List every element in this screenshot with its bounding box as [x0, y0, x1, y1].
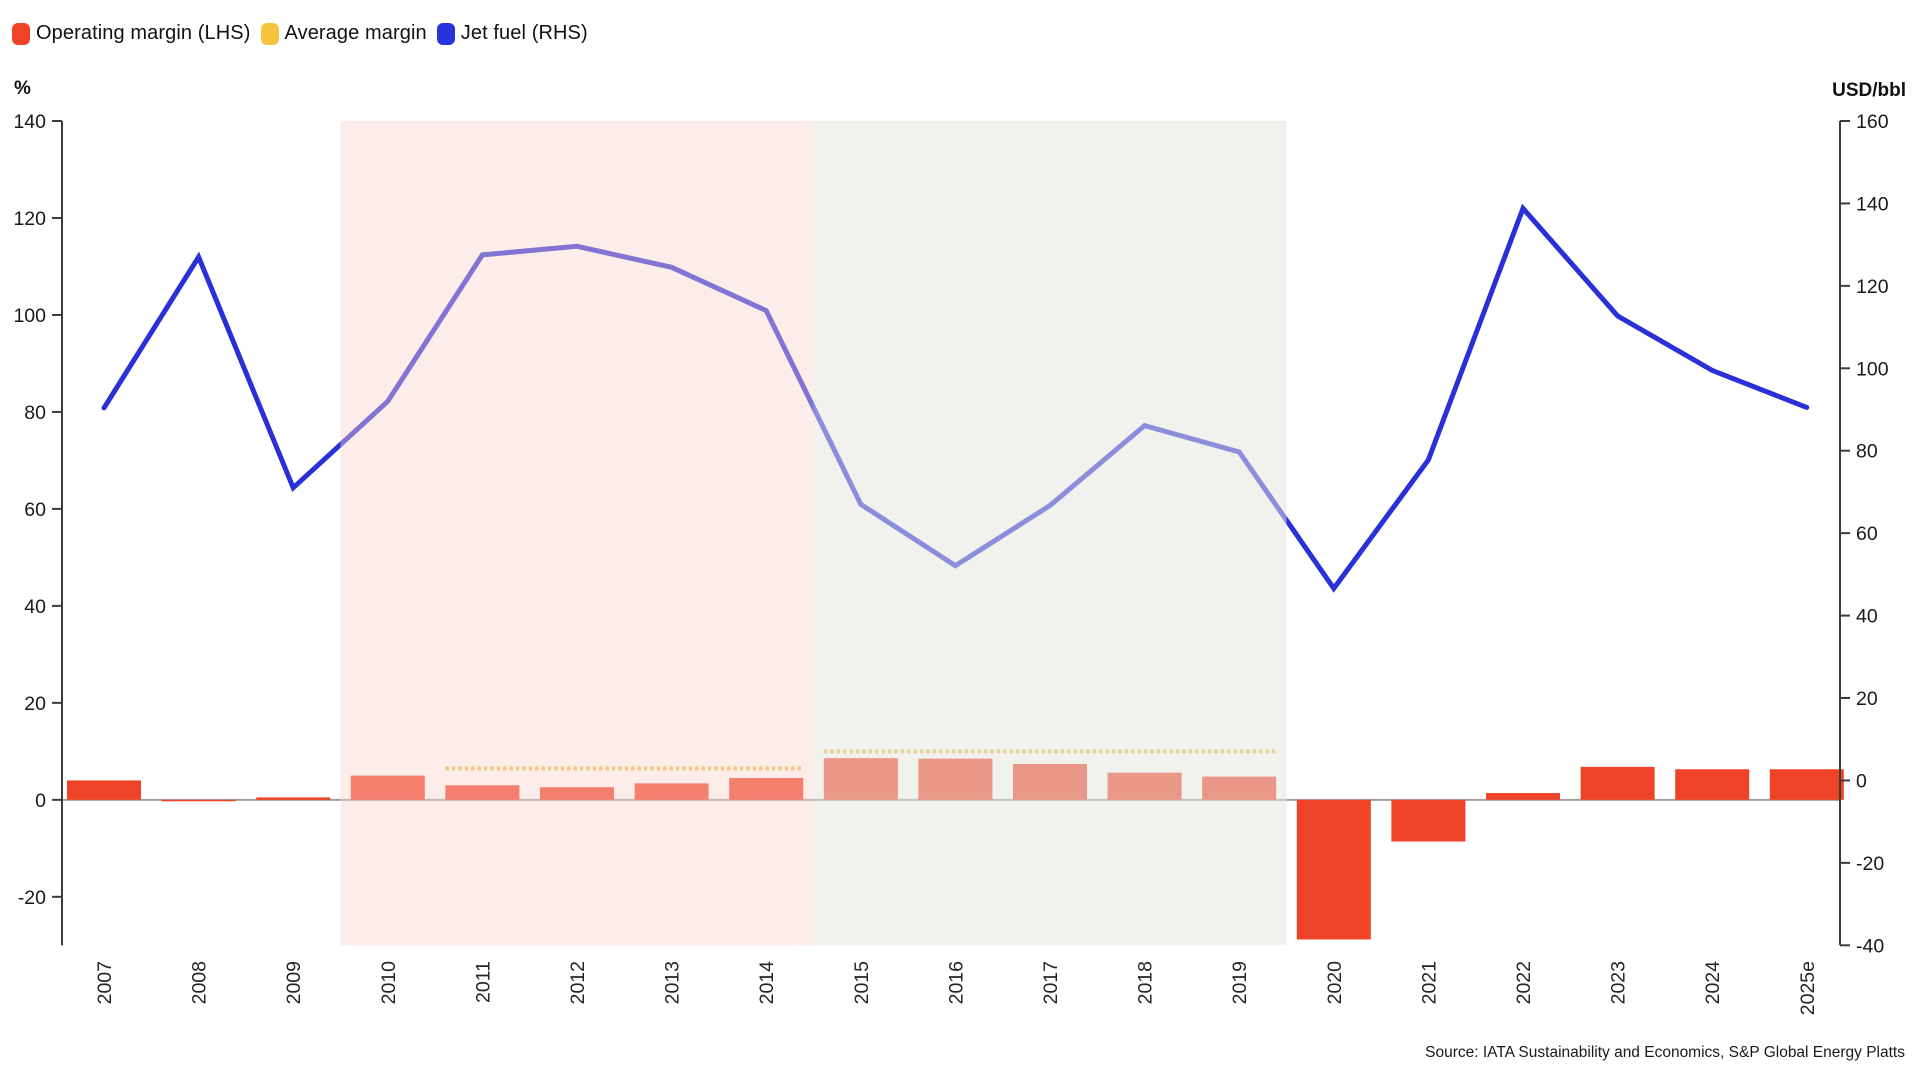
right-axis-tick-label: 100	[1856, 358, 1889, 380]
legend-label: Average margin	[284, 22, 427, 44]
right-axis-tick-label: 60	[1856, 523, 1878, 545]
x-axis-label-2013: 2013	[662, 961, 684, 1004]
x-axis-label-2025e: 2025e	[1797, 961, 1819, 1015]
legend-item-average-margin: Average margin	[260, 22, 427, 45]
left-axis-tick-label: 100	[13, 305, 46, 327]
x-axis-label-2018: 2018	[1135, 961, 1157, 1004]
left-axis-tick-label: 60	[24, 499, 46, 521]
x-axis-label-2024: 2024	[1702, 961, 1724, 1005]
right-axis-tick-label: -20	[1856, 853, 1884, 875]
legend-label: Jet fuel (RHS)	[460, 22, 588, 44]
left-axis-tick-label: 120	[13, 208, 46, 230]
low-fuel-era-gray-overlay	[813, 121, 1287, 946]
x-axis-label-2007: 2007	[94, 961, 116, 1004]
operating-margin-bar-2022	[1486, 793, 1560, 800]
operating-margin-bar-2023	[1580, 766, 1655, 800]
right-axis-tick-label: 160	[1856, 111, 1889, 133]
x-axis-label-2015: 2015	[851, 961, 873, 1005]
operating-margin-bar-2013	[634, 783, 709, 800]
source-note: Source: IATA Sustainability and Economic…	[1425, 1044, 1905, 1061]
right-axis-tick-label: -40	[1856, 935, 1884, 957]
operating-margin-bar-2014	[729, 778, 804, 800]
legend-item-operating-margin: Operating margin (LHS)	[12, 22, 251, 45]
right-axis-tick-label: 80	[1856, 441, 1878, 463]
legend: Operating margin (LHS) Average margin Je…	[12, 22, 598, 45]
operating-margin-bar-2009	[256, 797, 331, 800]
x-axis-label-2020: 2020	[1324, 961, 1346, 1005]
x-axis-label-2009: 2009	[283, 961, 305, 1004]
left-axis-tick-label: 40	[24, 596, 46, 618]
legend-label: Operating margin (LHS)	[36, 22, 251, 44]
jet-fuel-swatch-icon	[436, 22, 455, 45]
right-axis-tick-label: 140	[1856, 193, 1889, 215]
left-axis-tick-label: 80	[24, 402, 46, 424]
operating-margin-bar-2011	[445, 785, 520, 800]
operating-margin-bar-2020	[1296, 799, 1371, 940]
right-axis-tick-label: 20	[1856, 688, 1878, 710]
right-axis-unit-label: USD/bbl	[1832, 80, 1906, 101]
x-axis-label-2011: 2011	[472, 961, 494, 1003]
left-axis-unit-label: %	[14, 78, 31, 99]
operating-margin-swatch-icon	[12, 22, 30, 45]
legend-item-jet-fuel: Jet fuel (RHS)	[436, 22, 588, 45]
operating-margin-bar-2012	[540, 787, 614, 800]
x-axis-label-2022: 2022	[1513, 961, 1535, 1004]
x-axis-label-2008: 2008	[189, 961, 211, 1004]
operating-margin-bar-2010	[350, 775, 425, 800]
right-axis-tick-label: 40	[1856, 606, 1878, 628]
left-axis-tick-label: -20	[18, 887, 46, 909]
x-axis-label-2016: 2016	[945, 961, 967, 1004]
x-axis-label-2014: 2014	[756, 961, 778, 1005]
x-axis-label-2017: 2017	[1040, 961, 1062, 1004]
x-axis-label-2023: 2023	[1608, 961, 1630, 1004]
operating-margin-bar-2008	[161, 799, 236, 802]
left-axis-tick-label: 140	[13, 111, 46, 133]
x-axis-label-2021: 2021	[1418, 961, 1440, 1004]
x-axis-label-2010: 2010	[378, 961, 400, 1005]
average-margin-swatch-icon	[260, 22, 279, 45]
operating-margin-bar-2025e	[1769, 769, 1844, 800]
right-axis-tick-label: 120	[1856, 276, 1889, 298]
operating-margin-bar-2021	[1391, 799, 1466, 842]
right-axis-tick-label: 0	[1856, 770, 1867, 792]
left-axis-tick-label: 0	[35, 790, 46, 812]
operating-margin-bar-2024	[1675, 769, 1750, 800]
x-axis-label-2012: 2012	[567, 961, 589, 1004]
x-axis-label-2019: 2019	[1229, 961, 1251, 1004]
left-axis-tick-label: 20	[24, 693, 46, 715]
high-fuel-era-pink-overlay	[340, 121, 814, 946]
operating-margin-bar-2007	[67, 780, 141, 800]
